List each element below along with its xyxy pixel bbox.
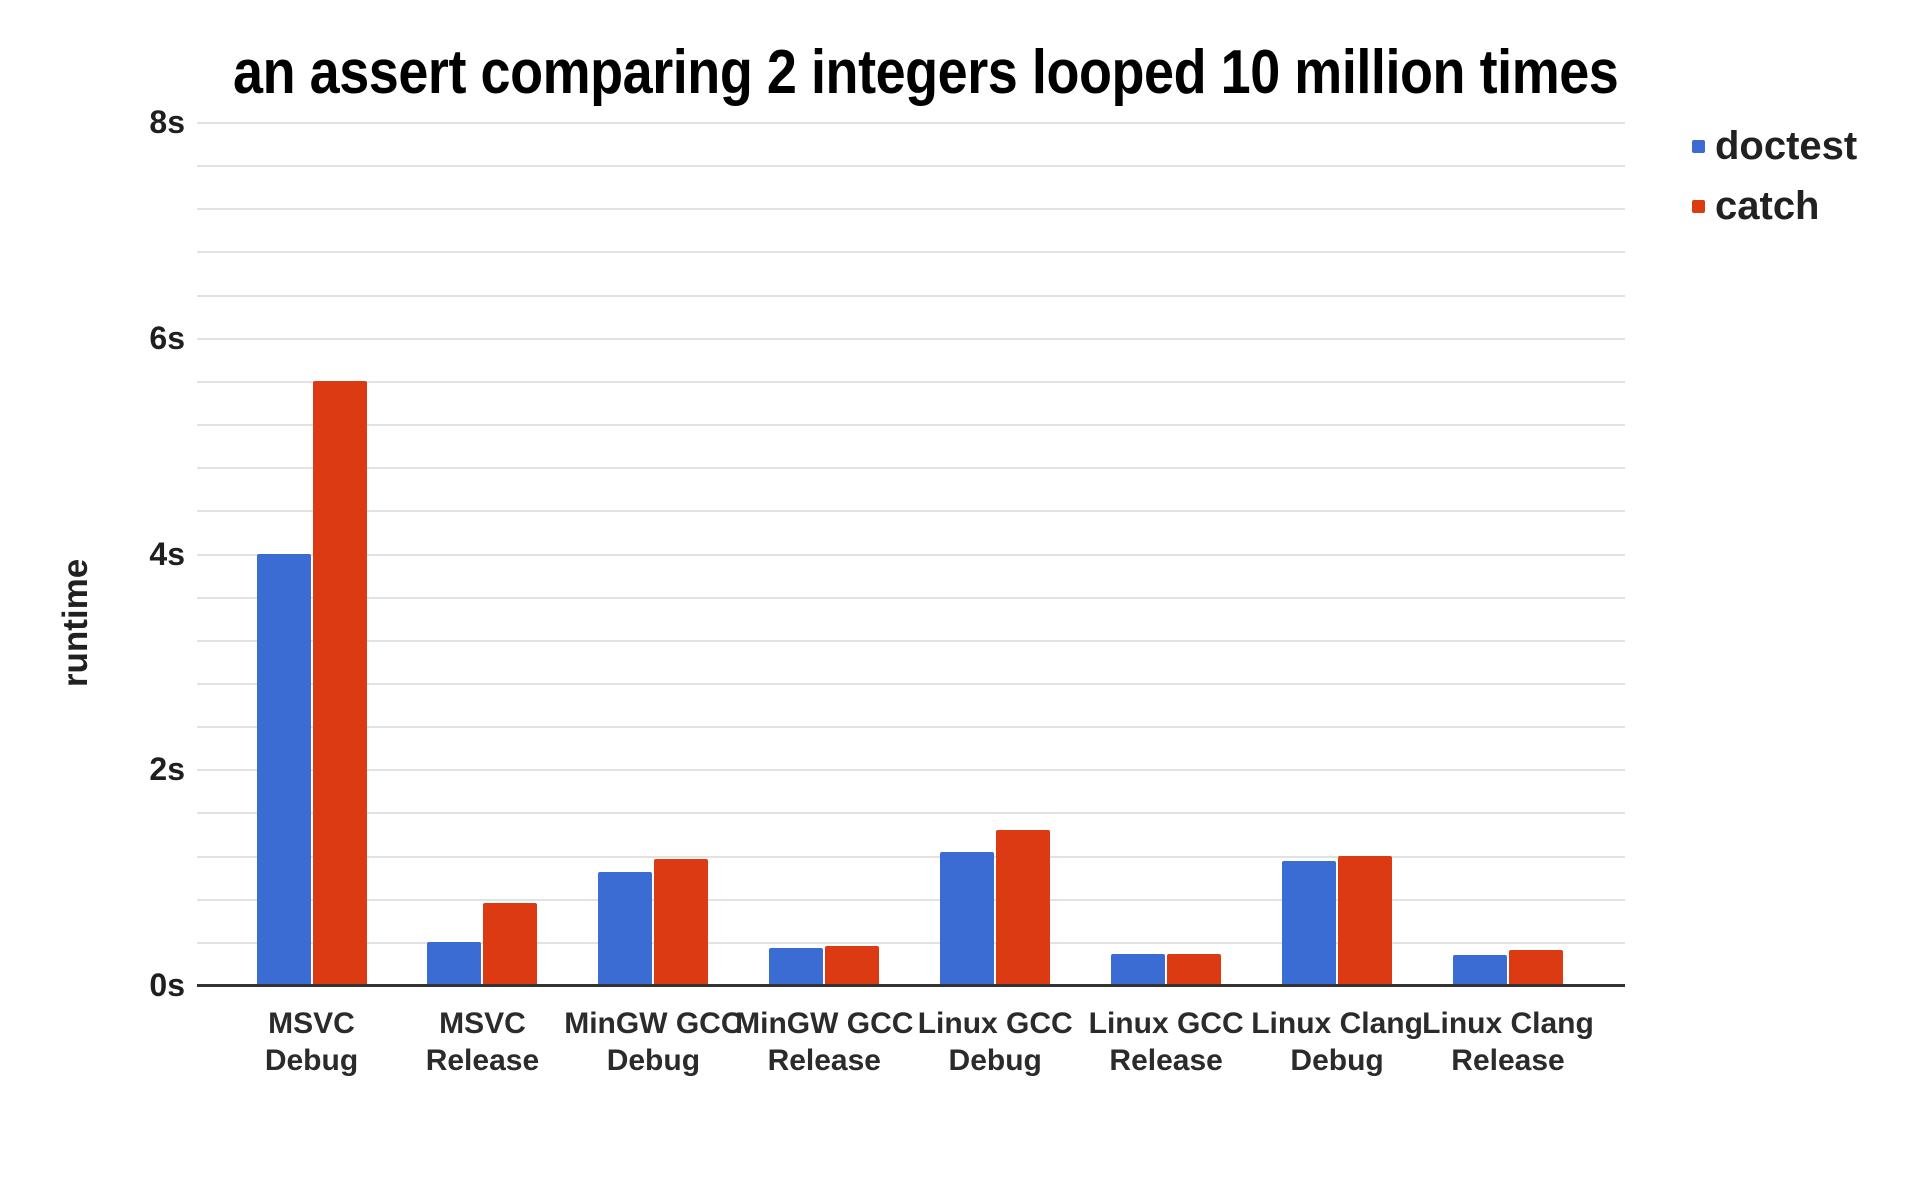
bar-doctest-linux-gcc-debug <box>940 852 995 985</box>
bar-catch-mingw-gcc-debug <box>654 858 709 985</box>
bar-catch-linux-gcc-debug <box>996 829 1051 985</box>
gridline <box>197 941 1625 944</box>
gridline <box>197 510 1625 513</box>
gridline <box>197 769 1625 772</box>
x-label-mingw-gcc-debug: MinGW GCC Debug <box>564 1007 743 1077</box>
x-label-mingw-gcc-release: MinGW GCC Release <box>735 1007 914 1077</box>
doctest-swatch-icon <box>1692 139 1705 153</box>
y-tick-6s: 6s <box>149 319 185 356</box>
bar-doctest-linux-gcc-release <box>1111 953 1166 985</box>
legend-label-doctest: doctest <box>1715 124 1858 168</box>
gridline <box>197 337 1625 340</box>
gridline <box>197 424 1625 427</box>
x-label-linux-clang-release: Linux Clang Release <box>1422 1007 1594 1077</box>
x-label-msvc-release: MSVC Release <box>425 1007 540 1077</box>
bar-catch-linux-gcc-release <box>1167 953 1222 985</box>
gridline <box>197 467 1625 470</box>
bar-doctest-linux-clang-debug <box>1282 860 1337 985</box>
bar-catch-msvc-debug <box>312 380 367 985</box>
gridline <box>197 251 1625 254</box>
gridline <box>197 380 1625 383</box>
legend-label-catch: catch <box>1715 184 1820 228</box>
legend-item-doctest: doctest <box>1692 124 1857 168</box>
x-label-linux-clang-debug: Linux Clang Debug <box>1251 1007 1423 1077</box>
bar-doctest-msvc-release <box>427 941 482 985</box>
y-axis-title: runtime <box>56 558 95 688</box>
gridline <box>197 639 1625 642</box>
gridline <box>197 682 1625 685</box>
y-tick-8s: 8s <box>149 104 185 140</box>
x-label-linux-gcc-release: Linux GCC Release <box>1088 1007 1244 1077</box>
gridline <box>197 294 1625 297</box>
legend-item-catch: catch <box>1692 184 1857 228</box>
bar-doctest-msvc-debug <box>256 553 311 985</box>
x-label-msvc-debug: MSVC Debug <box>264 1007 359 1077</box>
gridline <box>197 812 1625 815</box>
y-tick-2s: 2s <box>149 751 185 788</box>
chart-title: an assert comparing 2 integers looped 10… <box>233 38 1619 107</box>
bar-catch-linux-clang-release <box>1509 950 1563 985</box>
bar-doctest-mingw-gcc-release <box>769 948 824 985</box>
gridline <box>197 553 1625 556</box>
gridline <box>197 208 1625 211</box>
gridline <box>197 898 1625 901</box>
bar-catch-mingw-gcc-release <box>825 946 880 985</box>
bar-catch-linux-clang-debug <box>1338 855 1393 985</box>
bar-catch-msvc-release <box>483 903 538 985</box>
x-label-linux-gcc-debug: Linux GCC Debug <box>917 1007 1073 1077</box>
bar-doctest-linux-clang-release <box>1453 954 1507 985</box>
y-tick-4s: 4s <box>149 535 185 572</box>
gridline <box>197 165 1625 168</box>
bar-doctest-mingw-gcc-debug <box>598 871 653 985</box>
gridline <box>197 855 1625 858</box>
catch-swatch-icon <box>1692 199 1705 213</box>
x-axis-line <box>197 984 1625 987</box>
legend: doctest catch <box>1692 124 1857 228</box>
gridline <box>197 726 1625 729</box>
gridline <box>197 122 1625 124</box>
y-tick-0s: 0s <box>149 967 185 1003</box>
gridline <box>197 596 1625 599</box>
